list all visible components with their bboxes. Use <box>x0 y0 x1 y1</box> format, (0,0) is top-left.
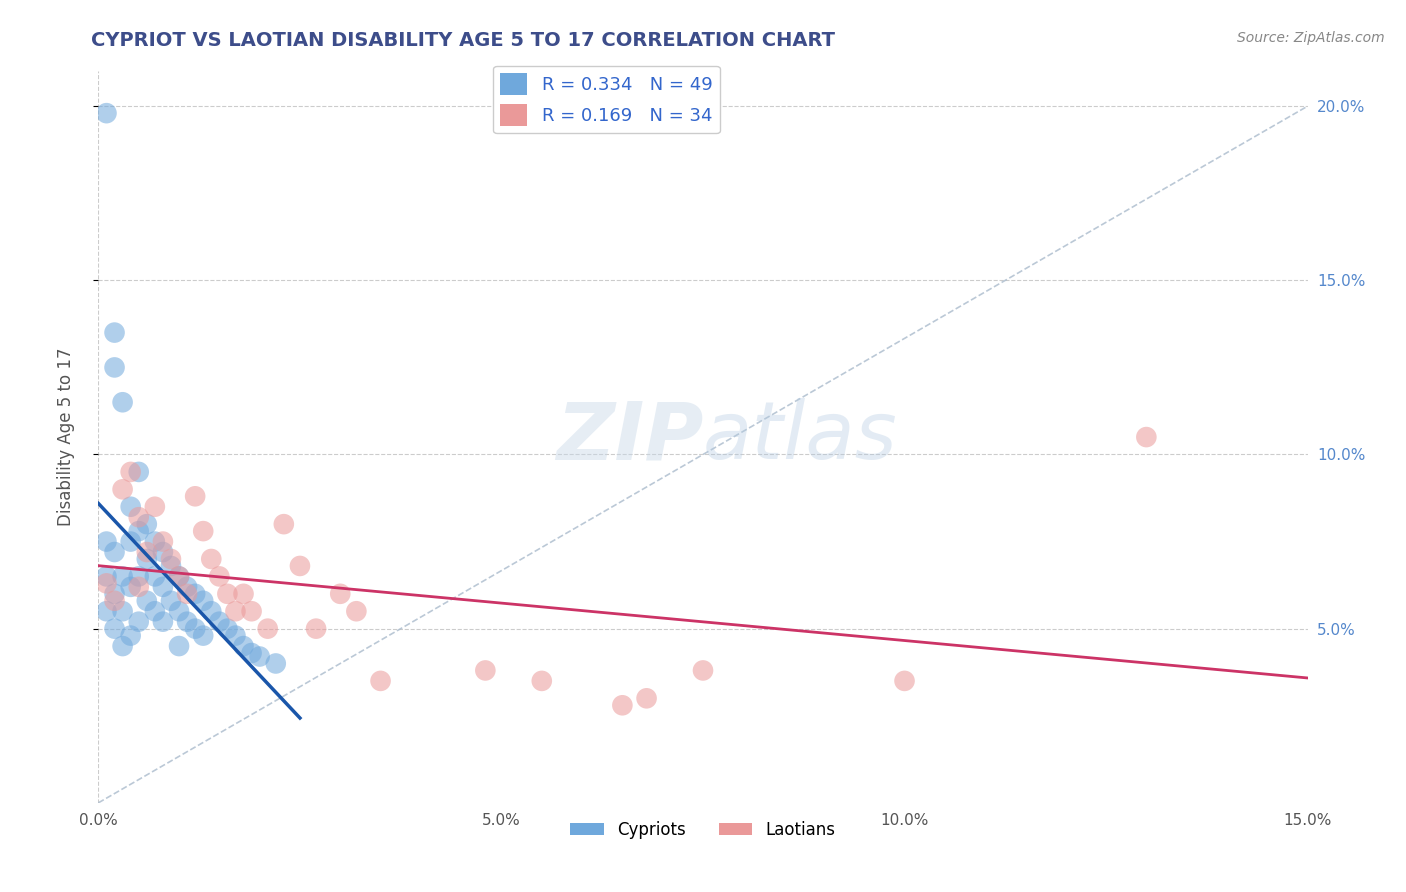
Point <box>167 639 190 653</box>
Point <box>120 580 142 594</box>
Text: Source: ZipAtlas.com: Source: ZipAtlas.com <box>1237 31 1385 45</box>
Point <box>184 587 207 601</box>
Point <box>152 545 174 559</box>
Point <box>200 604 222 618</box>
Point <box>217 622 239 636</box>
Point <box>474 664 496 678</box>
Point <box>217 587 239 601</box>
Point <box>636 691 658 706</box>
Point <box>370 673 392 688</box>
Point <box>143 500 166 514</box>
Point <box>167 569 190 583</box>
Text: CYPRIOT VS LAOTIAN DISABILITY AGE 5 TO 17 CORRELATION CHART: CYPRIOT VS LAOTIAN DISABILITY AGE 5 TO 1… <box>91 31 835 50</box>
Point <box>329 587 352 601</box>
Point <box>256 622 278 636</box>
Point <box>96 576 118 591</box>
Point <box>167 604 190 618</box>
Point <box>208 569 231 583</box>
Point <box>111 604 134 618</box>
Point <box>176 615 198 629</box>
Point <box>143 534 166 549</box>
Point <box>176 587 198 601</box>
Point <box>288 558 311 573</box>
Point <box>249 649 271 664</box>
Point <box>208 615 231 629</box>
Point <box>120 465 142 479</box>
Point <box>103 545 125 559</box>
Text: ZIP: ZIP <box>555 398 703 476</box>
Point <box>143 569 166 583</box>
Point <box>184 489 207 503</box>
Point <box>273 517 295 532</box>
Point <box>193 594 215 608</box>
Point <box>120 500 142 514</box>
Point <box>96 569 118 583</box>
Point <box>152 534 174 549</box>
Point <box>128 465 150 479</box>
Point <box>232 639 254 653</box>
Point <box>143 604 166 618</box>
Legend: Cypriots, Laotians: Cypriots, Laotians <box>564 814 842 846</box>
Point <box>128 569 150 583</box>
Point <box>103 326 125 340</box>
Point <box>224 604 246 618</box>
Point <box>128 615 150 629</box>
Point <box>193 629 215 643</box>
Point <box>96 106 118 120</box>
Point <box>111 639 134 653</box>
Point <box>692 664 714 678</box>
Point <box>893 673 915 688</box>
Point <box>120 629 142 643</box>
Point <box>232 587 254 601</box>
Point <box>96 604 118 618</box>
Point <box>103 587 125 601</box>
Point <box>135 545 157 559</box>
Point <box>305 622 328 636</box>
Text: atlas: atlas <box>703 398 898 476</box>
Point <box>1135 430 1157 444</box>
Point <box>103 594 125 608</box>
Point <box>103 360 125 375</box>
Point <box>264 657 287 671</box>
Point <box>160 594 183 608</box>
Point <box>111 395 134 409</box>
Point <box>612 698 634 713</box>
Point <box>530 673 553 688</box>
Point <box>135 552 157 566</box>
Point <box>135 517 157 532</box>
Point <box>240 604 263 618</box>
Point <box>240 646 263 660</box>
Point <box>128 510 150 524</box>
Point <box>160 552 183 566</box>
Point <box>160 558 183 573</box>
Point <box>120 534 142 549</box>
Point <box>200 552 222 566</box>
Point <box>96 534 118 549</box>
Point <box>176 580 198 594</box>
Point <box>224 629 246 643</box>
Point <box>111 569 134 583</box>
Y-axis label: Disability Age 5 to 17: Disability Age 5 to 17 <box>56 348 75 526</box>
Point <box>111 483 134 497</box>
Point <box>135 594 157 608</box>
Point <box>152 615 174 629</box>
Point <box>103 622 125 636</box>
Point <box>128 524 150 538</box>
Point <box>128 580 150 594</box>
Point <box>167 569 190 583</box>
Point <box>344 604 367 618</box>
Point <box>184 622 207 636</box>
Point <box>152 580 174 594</box>
Point <box>193 524 215 538</box>
